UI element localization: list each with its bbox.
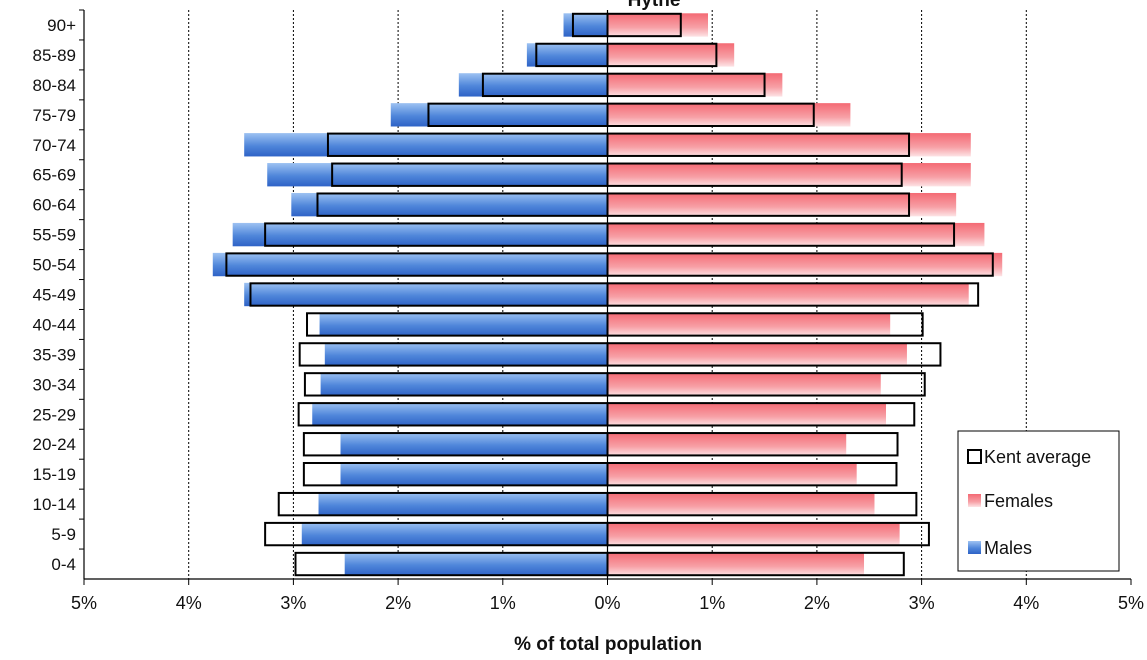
x-tick-label: 3% <box>909 593 935 613</box>
bars-layer <box>212 12 1003 577</box>
male-bar-40-44 <box>319 312 608 337</box>
female-bar-85-89 <box>607 43 735 67</box>
x-tick-label: 2% <box>804 593 830 613</box>
male-bar-70-74 <box>244 133 608 157</box>
male-bar-55-59 <box>232 222 608 247</box>
y-tick-label: 55-59 <box>33 226 76 245</box>
female-bar-80-84 <box>607 73 783 97</box>
y-tick-label: 10-14 <box>33 495 76 514</box>
legend-label: Males <box>984 538 1032 558</box>
male-bar-15-19 <box>340 462 608 486</box>
female-bar-90+ <box>607 13 709 37</box>
male-bar-50-54 <box>212 252 608 277</box>
legend-swatch-females <box>968 494 981 507</box>
y-tick-label: 75-79 <box>33 106 76 125</box>
male-bar-45-49 <box>244 282 608 307</box>
y-tick-label: 85-89 <box>33 46 76 65</box>
x-tick-label: 4% <box>1013 593 1039 613</box>
male-bar-10-14 <box>318 492 608 516</box>
legend-swatch-males <box>968 541 981 554</box>
male-bar-5-9 <box>301 522 608 546</box>
female-bar-70-74 <box>607 133 971 157</box>
x-tick-label: 3% <box>280 593 306 613</box>
female-bar-20-24 <box>607 432 847 456</box>
y-tick-label: 35-39 <box>33 345 76 364</box>
y-tick-label: 65-69 <box>33 166 76 185</box>
female-bar-65-69 <box>607 163 971 187</box>
x-tick-label: 5% <box>1118 593 1144 613</box>
female-bar-0-4 <box>607 552 865 576</box>
y-tick-label: 5-9 <box>51 525 76 544</box>
male-bar-75-79 <box>390 103 608 127</box>
male-bar-90+ <box>563 13 608 37</box>
female-bar-50-54 <box>607 252 1003 277</box>
legend-box <box>957 430 1120 572</box>
female-bar-5-9 <box>607 522 900 546</box>
y-tick-label: 25-29 <box>33 405 76 424</box>
female-bar-10-14 <box>607 492 875 516</box>
x-tick-label: 5% <box>71 593 97 613</box>
female-bar-35-39 <box>607 342 907 367</box>
male-bar-25-29 <box>312 402 608 426</box>
y-tick-label: 45-49 <box>33 286 76 305</box>
female-bar-60-64 <box>607 192 957 217</box>
y-tick-label: 50-54 <box>33 256 76 275</box>
x-tick-label: 2% <box>385 593 411 613</box>
y-tick-label: 30-34 <box>33 375 76 394</box>
legend-swatch-kent <box>967 449 982 464</box>
male-bar-20-24 <box>340 432 608 456</box>
y-tick-label: 70-74 <box>33 136 76 155</box>
chart-title: Hythe <box>628 0 681 11</box>
y-tick-label: 20-24 <box>33 435 76 454</box>
male-bar-65-69 <box>267 163 608 187</box>
y-tick-label: 40-44 <box>33 315 76 334</box>
axes-layer: 90+ 85-89 80-84 75-79 70-74 65-69 60-64 55-59 50… <box>33 9 1144 613</box>
y-tick-label: 60-64 <box>33 196 76 215</box>
y-tick-label: 0-4 <box>51 555 76 574</box>
male-bar-35-39 <box>324 342 608 367</box>
y-tick-label: 90+ <box>47 16 76 35</box>
y-tick-label: 15-19 <box>33 465 76 484</box>
legend-label: Females <box>984 491 1053 511</box>
x-tick-label: 1% <box>490 593 516 613</box>
male-bar-0-4 <box>344 552 608 576</box>
x-tick-label: 1% <box>699 593 725 613</box>
legend: Kent average Females Males <box>957 430 1120 572</box>
male-bar-60-64 <box>291 192 608 217</box>
x-tick-label: 4% <box>176 593 202 613</box>
y-tick-label: 80-84 <box>33 76 76 95</box>
male-bar-80-84 <box>458 73 608 97</box>
female-bar-40-44 <box>607 312 891 337</box>
x-axis-title: % of total population <box>514 634 702 655</box>
x-tick-label: 0% <box>594 593 620 613</box>
female-bar-45-49 <box>607 282 969 307</box>
male-bar-30-34 <box>320 372 608 397</box>
male-bar-85-89 <box>526 43 608 67</box>
female-bar-30-34 <box>607 372 881 397</box>
female-bar-15-19 <box>607 462 857 486</box>
female-bar-75-79 <box>607 103 851 127</box>
female-bar-55-59 <box>607 222 985 247</box>
female-bar-25-29 <box>607 402 887 426</box>
legend-label: Kent average <box>984 447 1091 467</box>
